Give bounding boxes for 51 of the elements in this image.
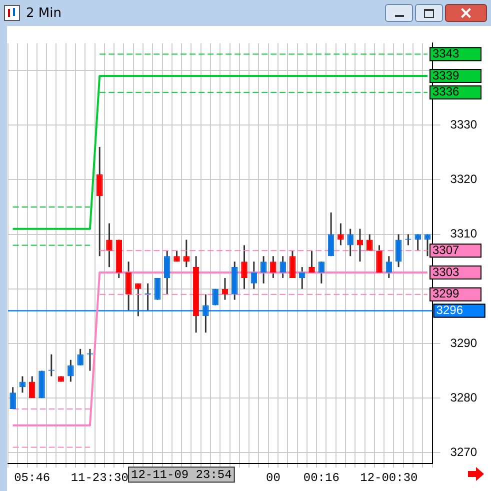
data-label: 3299 — [432, 286, 460, 301]
x-tick-label: 12-00:30 — [360, 470, 418, 485]
candlestick — [289, 250, 296, 279]
candlestick — [338, 222, 344, 246]
candlestick — [414, 234, 421, 252]
y-tick-label: 3290 — [450, 336, 478, 350]
y-tick-label: 3330 — [450, 117, 478, 132]
y-tick-label: 3320 — [450, 172, 478, 186]
candlestick — [135, 282, 142, 317]
x-tick-label: 11-23:30 — [70, 470, 128, 485]
candlestick — [270, 255, 276, 279]
candlestick — [395, 234, 402, 268]
candlestick — [19, 375, 26, 394]
candlestick — [386, 255, 392, 279]
candlestick — [308, 250, 315, 274]
candlestick — [366, 234, 373, 252]
candlestick — [260, 255, 267, 284]
candlestick — [376, 244, 382, 274]
candlestick — [424, 234, 431, 257]
candlestick — [328, 212, 334, 257]
candlestick — [106, 222, 112, 268]
ref-line-label: 3296 — [436, 303, 464, 318]
candlestick — [10, 386, 16, 410]
candlestick — [298, 266, 306, 290]
candlestick — [183, 239, 190, 268]
data-label: 3336 — [432, 84, 460, 99]
y-tick-label: 3310 — [450, 226, 478, 241]
candlestick — [125, 260, 132, 312]
x-tick-label: 00:16 — [303, 470, 340, 485]
candlestick — [96, 146, 103, 257]
data-label: 3303 — [432, 264, 460, 279]
candlestick — [241, 244, 248, 290]
x-tick-label: 05:46 — [14, 470, 50, 485]
candlestick — [164, 250, 170, 296]
candlestick — [347, 228, 354, 257]
x-tick-label: 00 — [266, 470, 280, 485]
candlestick — [202, 294, 209, 334]
data-label: 3339 — [432, 68, 460, 82]
data-label: 3307 — [432, 242, 460, 257]
candlestick — [280, 255, 286, 279]
candlestick — [77, 348, 84, 366]
chart-title: 2 Min — [26, 6, 62, 20]
candlestick — [250, 260, 258, 290]
candlestick — [318, 260, 325, 284]
candlestick — [68, 359, 74, 382]
data-label: 3343 — [432, 46, 460, 60]
y-tick-label: 3270 — [450, 444, 478, 459]
text: 12-11-09 23:54 — [131, 468, 232, 482]
candlestick — [222, 277, 228, 301]
candlestick — [28, 375, 36, 399]
y-tick-label: 3280 — [450, 390, 478, 404]
